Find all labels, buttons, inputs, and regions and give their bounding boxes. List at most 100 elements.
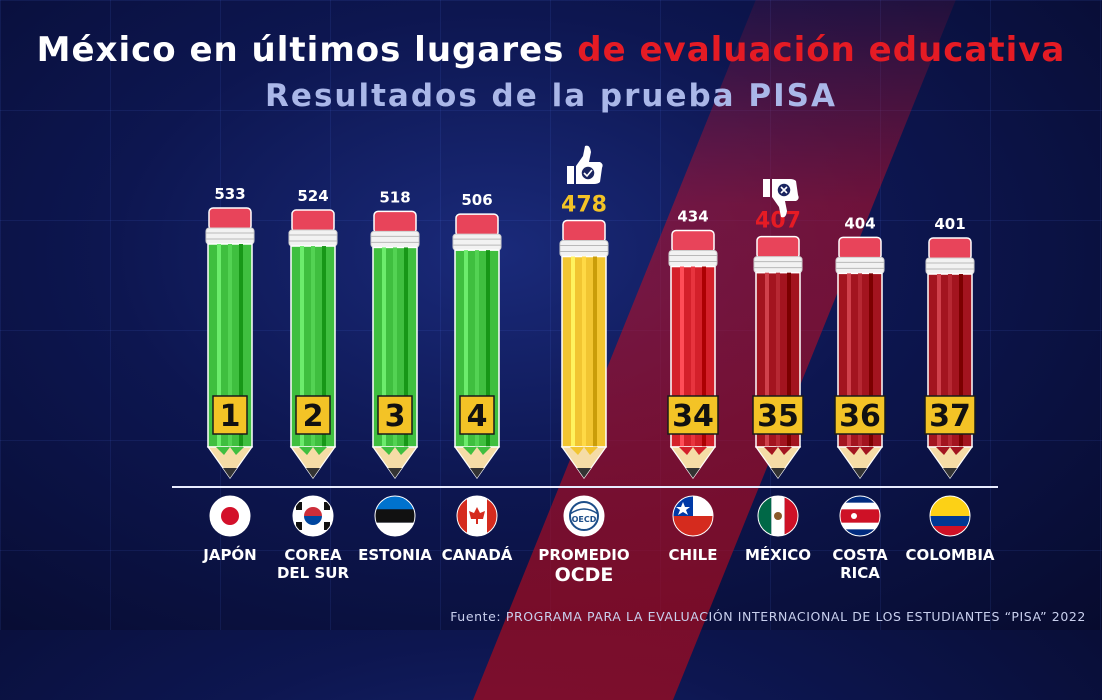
value-label: 407 — [755, 209, 801, 234]
value-label: 478 — [561, 193, 607, 218]
pencil-stripe — [680, 266, 684, 447]
pencil-ferrule — [288, 229, 338, 247]
rank-label: 37 — [929, 399, 971, 434]
pencil-bar-1: 533 1 JAPÓN — [202, 185, 257, 564]
category-label: MÉXICO — [745, 545, 811, 564]
pencil-ferrule — [205, 227, 255, 245]
pencil-stripe — [869, 273, 873, 447]
oecd-logo-icon: OECD — [563, 495, 605, 537]
pencil-stripe — [937, 274, 941, 447]
pencil-eraser — [562, 219, 606, 244]
value-label: 533 — [214, 185, 245, 203]
pencil-ferrule — [835, 256, 885, 274]
pencil-eraser — [208, 207, 252, 231]
pencil-wood-edge — [936, 447, 964, 455]
rank-label: 3 — [385, 399, 406, 434]
pencil-stripe — [847, 273, 851, 447]
pencil-wood-edge — [299, 447, 327, 455]
rank-box — [377, 395, 413, 435]
pencil-ferrule — [753, 256, 803, 274]
category-label: OCDE — [555, 564, 614, 586]
pencil-wood-edge — [679, 447, 707, 455]
category-label: COLOMBIA — [905, 546, 994, 564]
rank-box — [295, 395, 331, 435]
pencil-stripe — [858, 273, 862, 447]
rank-box — [667, 395, 719, 435]
pencil-stripe — [464, 250, 468, 447]
pencil-eraser — [756, 235, 800, 260]
value-label: 506 — [461, 191, 492, 209]
pencil-lead — [771, 468, 785, 478]
pencil-eraser — [838, 236, 882, 261]
pencil-stripe — [228, 244, 232, 447]
pencil-eraser — [291, 209, 335, 233]
svg-text:OECD: OECD — [572, 515, 597, 524]
flag-canada-icon — [456, 495, 498, 537]
flag-estonia-icon — [374, 495, 416, 537]
rank-label: 34 — [672, 399, 714, 434]
pencil-bar-3: 518 3 ESTONIA — [358, 188, 432, 564]
pencil-eraser — [671, 229, 715, 254]
pencil-stripe — [217, 244, 221, 447]
category-label: RICA — [840, 564, 880, 582]
pencil-ferrule — [668, 250, 718, 268]
pencil-lead — [470, 468, 484, 478]
pencil-wood-edge — [846, 447, 874, 455]
category-label: JAPÓN — [202, 545, 257, 564]
pencil-ferrule — [370, 230, 420, 248]
title-white-part: México en últimos lugares — [36, 30, 565, 70]
pencil-ferrule — [925, 257, 975, 275]
pencil-lead — [577, 468, 591, 478]
rank-box — [834, 395, 886, 435]
category-label: ESTONIA — [358, 546, 432, 564]
pencil-stripe — [404, 247, 408, 447]
pencil-stripe — [948, 274, 952, 447]
pencil-stripe — [776, 272, 780, 447]
pencil-stripe — [765, 272, 769, 447]
rank-label: 36 — [839, 399, 881, 434]
category-label: DEL SUR — [277, 564, 349, 582]
rank-label: 1 — [220, 399, 241, 434]
pencil-ferrule — [452, 233, 502, 251]
pencil-wood-edge — [764, 447, 792, 455]
pencil-lead — [306, 468, 320, 478]
pencil-stripe — [486, 250, 490, 447]
pencil-stripe — [787, 272, 791, 447]
pencil-stripe — [593, 256, 597, 447]
pencil-wood-edge — [381, 447, 409, 455]
rank-box — [924, 395, 976, 435]
value-label: 434 — [677, 208, 708, 226]
pencil-ferrule — [559, 240, 609, 258]
pencil-eraser — [373, 210, 417, 235]
flag-colombia-icon — [929, 495, 971, 537]
pencil-bar-4: 506 4 CANADÁ — [442, 191, 513, 564]
pencil-wood-edge — [463, 447, 491, 455]
source-note: Fuente: PROGRAMA PARA LA EVALUACIÓN INTE… — [450, 609, 1086, 624]
pencil-stripe — [702, 266, 706, 447]
rank-box — [459, 395, 495, 435]
pencil-lead — [223, 468, 237, 478]
pencil-lead — [388, 468, 402, 478]
thumbs-up-check-icon — [567, 145, 603, 184]
category-label: PROMEDIO — [538, 546, 629, 564]
value-label: 404 — [844, 214, 875, 232]
value-label: 401 — [934, 215, 965, 233]
flag-japan-icon — [209, 495, 251, 537]
category-label: COREA — [284, 546, 342, 564]
flag-mexico-icon — [757, 495, 799, 537]
pencil-stripe — [582, 256, 586, 447]
pencil-bar-6: 434 34 CHILE — [667, 208, 719, 564]
flag-chile-icon — [672, 495, 714, 537]
pencil-stripe — [300, 246, 304, 447]
pencil-stripe — [475, 250, 479, 447]
category-label: CANADÁ — [442, 545, 513, 564]
pencil-lead — [943, 468, 957, 478]
pencil-bar-7: 407 35 MÉXICO — [745, 209, 811, 564]
rank-label: 4 — [467, 399, 488, 434]
rank-label: 2 — [303, 399, 324, 434]
page-title: México en últimos lugares de evaluación … — [0, 30, 1102, 70]
pencil-eraser — [455, 213, 499, 237]
value-label: 518 — [379, 188, 410, 206]
